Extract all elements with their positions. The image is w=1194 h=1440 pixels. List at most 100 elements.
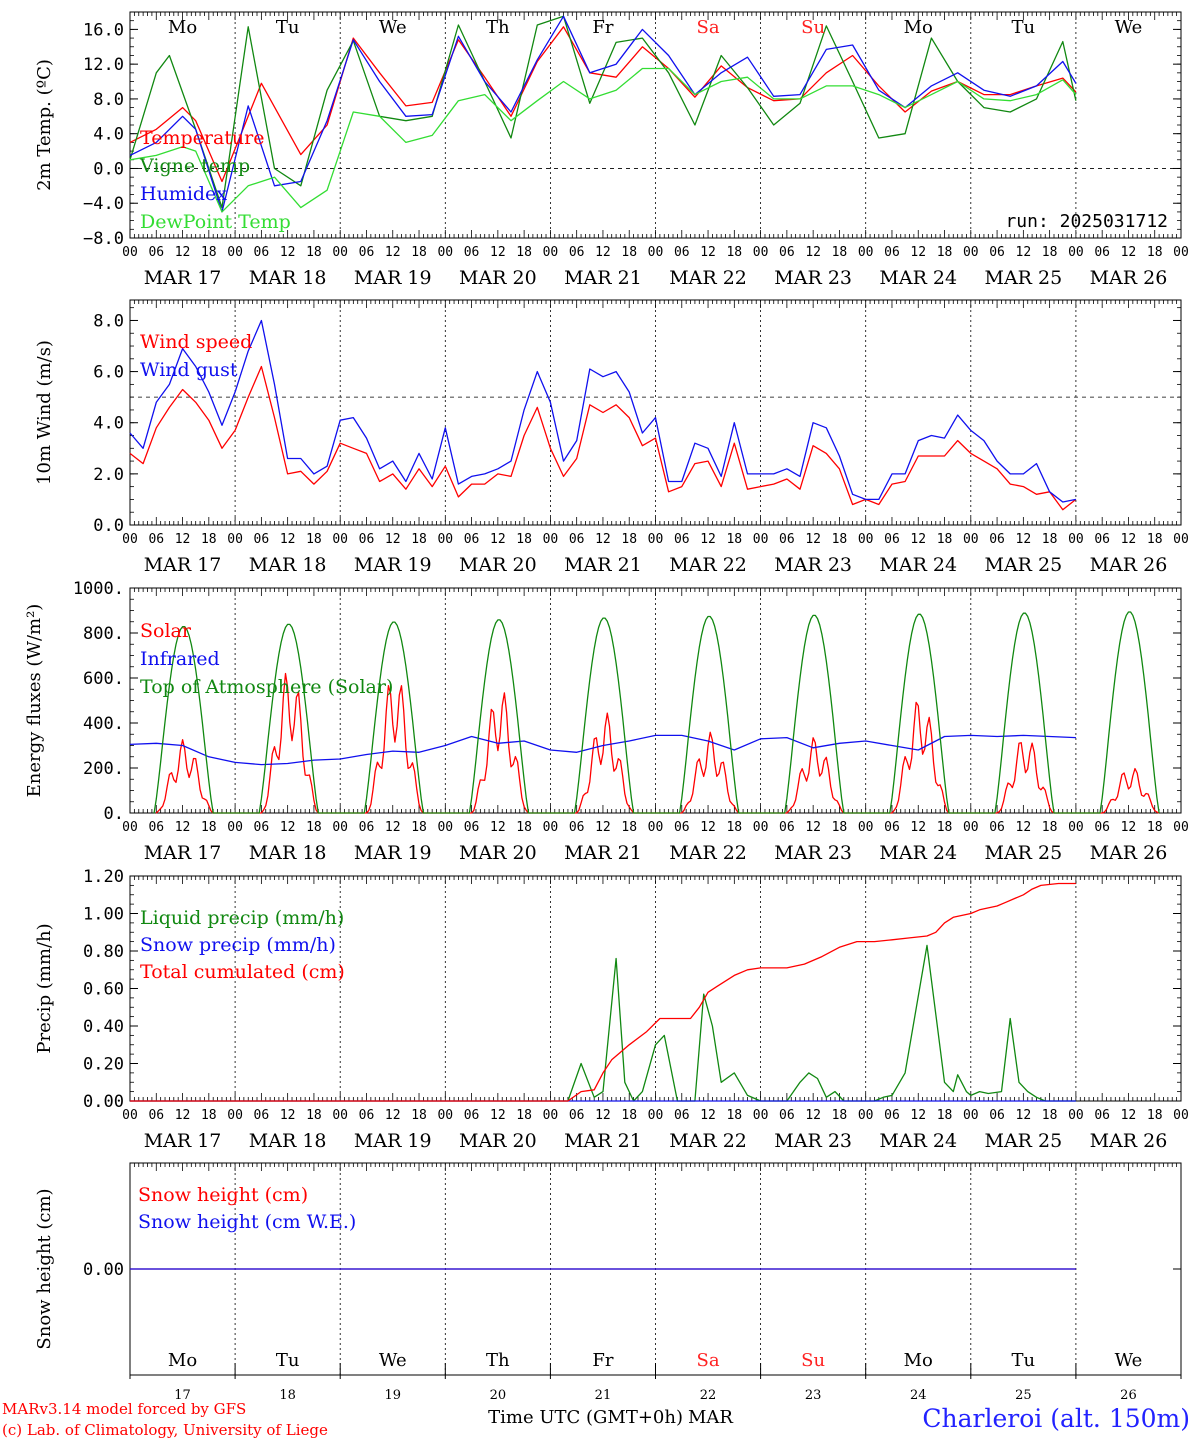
hour-tick-label: 00 [122, 532, 138, 547]
date-label: MAR 18 [249, 267, 327, 289]
hour-tick-label: 18 [1147, 532, 1163, 547]
hour-tick-label: 00 [963, 820, 979, 835]
hour-tick-label: 18 [621, 245, 637, 260]
day-name-label: Th [486, 17, 510, 38]
hour-tick-label: 18 [726, 532, 742, 547]
hour-tick-label: 06 [674, 245, 690, 260]
hour-tick-label: 06 [674, 1108, 690, 1123]
hour-tick-label: 12 [175, 820, 191, 835]
hour-tick-label: 00 [227, 245, 243, 260]
hour-tick-label: 18 [832, 245, 848, 260]
hour-tick-label: 12 [595, 532, 611, 547]
hour-tick-label: 12 [805, 1108, 821, 1123]
hour-tick-label: 00 [1068, 532, 1084, 547]
copyright-credit: (c) Lab. of Climatology, University of L… [2, 1421, 328, 1439]
date-label: MAR 17 [144, 1130, 222, 1152]
legend-entry: Vigne temp [139, 155, 250, 177]
hour-tick-label: 00 [753, 245, 769, 260]
hour-tick-label: 06 [1094, 1108, 1110, 1123]
date-label: MAR 18 [249, 554, 327, 576]
hour-tick-label: 12 [700, 820, 716, 835]
hour-tick-label: 18 [201, 1108, 217, 1123]
series-line-total-cumulated-cm- [130, 882, 1076, 1102]
y-tick-label: 16.0 [83, 20, 124, 40]
day-name-label: Tu [1012, 1350, 1036, 1371]
date-label: MAR 24 [879, 554, 957, 576]
y-tick-label: 1000. [73, 579, 124, 599]
hour-tick-label: 12 [805, 532, 821, 547]
hour-tick-label: 06 [359, 532, 375, 547]
hour-tick-label: 18 [832, 820, 848, 835]
date-label: MAR 25 [984, 842, 1062, 864]
hour-tick-label: 12 [595, 820, 611, 835]
hour-tick-label: 06 [254, 1108, 270, 1123]
hour-tick-label: 06 [884, 532, 900, 547]
hour-tick-label: 18 [516, 1108, 532, 1123]
hour-tick-label: 00 [332, 1108, 348, 1123]
hour-tick-label: 06 [569, 532, 585, 547]
hour-tick-label: 06 [1094, 820, 1110, 835]
hour-tick-label: 00 [753, 1108, 769, 1123]
date-label: MAR 20 [459, 267, 537, 289]
hour-tick-label: 06 [569, 820, 585, 835]
hour-tick-label: 12 [385, 820, 401, 835]
date-label: MAR 20 [459, 842, 537, 864]
hour-tick-label: 06 [148, 245, 164, 260]
hour-tick-label: 18 [516, 532, 532, 547]
hour-tick-label: 06 [359, 1108, 375, 1123]
hour-tick-label: 06 [779, 820, 795, 835]
date-label: MAR 23 [774, 1130, 852, 1152]
hour-tick-label: 06 [464, 532, 480, 547]
y-tick-label: 0.0 [93, 159, 124, 179]
hour-tick-label: 00 [858, 245, 874, 260]
hour-tick-label: 18 [411, 245, 427, 260]
date-label: MAR 22 [669, 1130, 747, 1152]
y-tick-label: −4.0 [83, 194, 124, 214]
series-line-wind-speed [129, 365, 1077, 511]
y-tick-label: 12.0 [83, 55, 124, 75]
hour-tick-label: 18 [411, 1108, 427, 1123]
y-axis-label: 10m Wind (m/s) [34, 340, 55, 485]
hour-tick-label: 18 [201, 820, 217, 835]
hour-tick-label: 06 [674, 820, 690, 835]
day-number-label: 20 [490, 1388, 507, 1403]
date-label: MAR 17 [144, 842, 222, 864]
hour-tick-label: 18 [832, 1108, 848, 1123]
hour-tick-label: 06 [779, 532, 795, 547]
day-number-label: 17 [174, 1388, 191, 1403]
hour-tick-label: 06 [254, 245, 270, 260]
hour-tick-label: 06 [359, 820, 375, 835]
hour-tick-label: 18 [306, 820, 322, 835]
run-label: run: 2025031712 [1005, 211, 1168, 232]
hour-tick-label: 06 [989, 532, 1005, 547]
hour-tick-label: 00 [648, 245, 664, 260]
series-line-vigne-temp [129, 15, 1077, 209]
hour-tick-label: 18 [937, 820, 953, 835]
y-tick-label: 4.0 [93, 414, 124, 434]
hour-tick-label: 06 [569, 245, 585, 260]
day-name-label: Fr [592, 1350, 613, 1371]
date-label: MAR 21 [564, 1130, 642, 1152]
hour-tick-label: 12 [1121, 820, 1137, 835]
hour-tick-label: 18 [937, 1108, 953, 1123]
date-label: MAR 24 [879, 267, 957, 289]
date-label: MAR 18 [249, 1130, 327, 1152]
date-label: MAR 25 [984, 1130, 1062, 1152]
y-tick-label: 0.40 [83, 1017, 124, 1037]
hour-tick-label: 00 [227, 532, 243, 547]
y-tick-label: 8.0 [93, 311, 124, 331]
hour-tick-label: 12 [910, 1108, 926, 1123]
hour-tick-label: 00 [1173, 245, 1189, 260]
legend-entry: Wind gust [140, 359, 238, 381]
y-tick-label: 0.20 [83, 1055, 124, 1075]
day-name-label: Mo [904, 1350, 933, 1371]
series-line-humidex [129, 15, 1077, 213]
hour-tick-label: 12 [1016, 245, 1032, 260]
hour-tick-label: 00 [648, 532, 664, 547]
hour-tick-label: 18 [201, 532, 217, 547]
legend-entry: Liquid precip (mm/h) [140, 907, 344, 929]
hour-tick-label: 00 [648, 820, 664, 835]
hour-tick-label: 18 [937, 245, 953, 260]
hour-tick-label: 06 [884, 1108, 900, 1123]
hour-tick-label: 00 [858, 1108, 874, 1123]
